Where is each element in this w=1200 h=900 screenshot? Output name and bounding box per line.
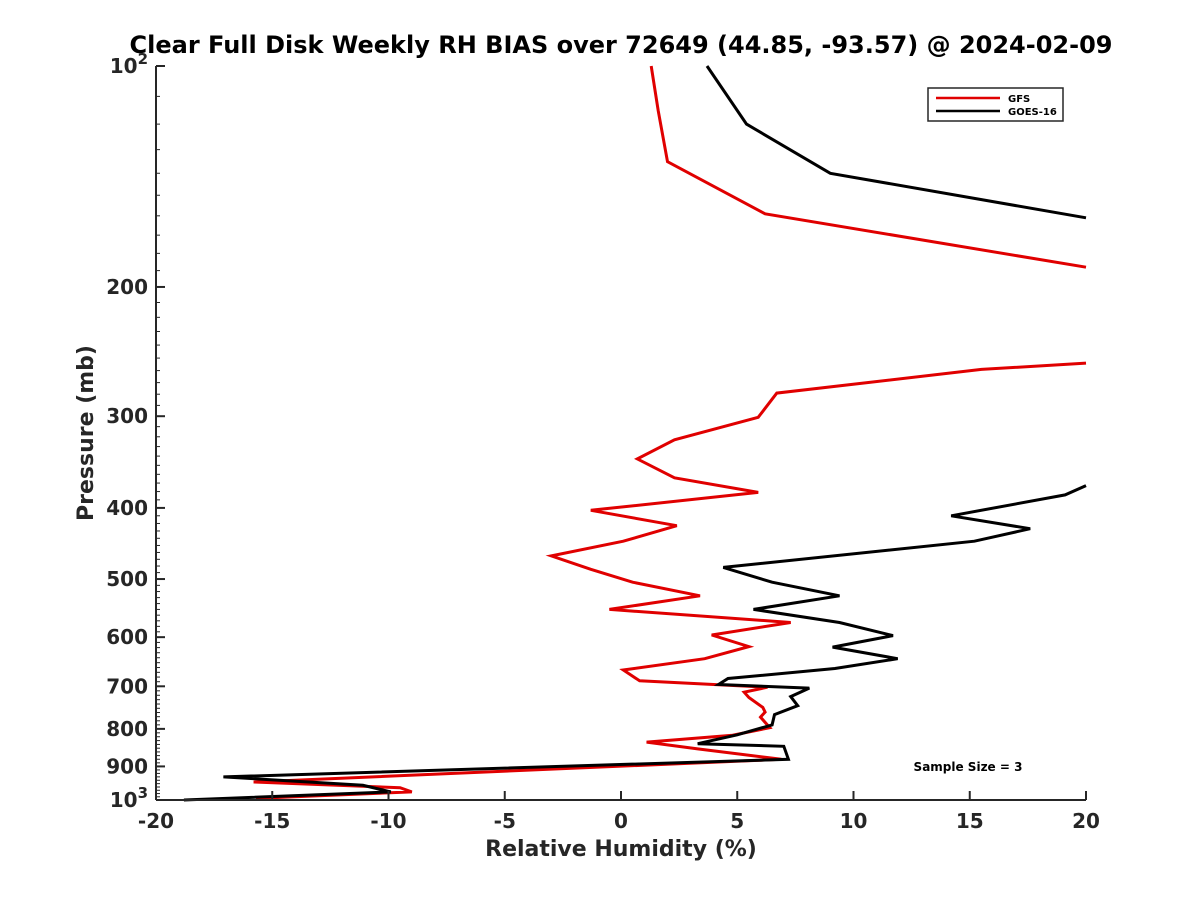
y-tick-label: 900 bbox=[106, 754, 148, 778]
x-tick-label: 20 bbox=[1072, 809, 1100, 833]
y-tick-label: 200 bbox=[106, 275, 148, 299]
x-tick-label: 10 bbox=[840, 809, 868, 833]
chart-title: Clear Full Disk Weekly RH BIAS over 7264… bbox=[130, 31, 1113, 59]
x-tick-label: 15 bbox=[956, 809, 984, 833]
y-axis-label: Pressure (mb) bbox=[74, 345, 99, 521]
y-tick-label: 103 bbox=[110, 784, 148, 812]
x-tick-label: 0 bbox=[614, 809, 628, 833]
y-tick-label: 500 bbox=[106, 567, 148, 591]
y-tick-label: 700 bbox=[106, 674, 148, 698]
series-layer bbox=[183, 65, 1087, 802]
x-tick-label: -20 bbox=[138, 809, 174, 833]
x-tick-label: -15 bbox=[254, 809, 290, 833]
x-tick-label: -5 bbox=[494, 809, 516, 833]
legend-label-goes-16: GOES-16 bbox=[1008, 107, 1057, 118]
y-tick-label: 300 bbox=[106, 404, 148, 428]
legend-box bbox=[927, 87, 1064, 122]
sample-size-annotation: Sample Size = 3 bbox=[914, 760, 1023, 774]
legend-label-gfs: GFS bbox=[1008, 94, 1030, 105]
y-tick-label: 600 bbox=[106, 625, 148, 649]
x-axis-label: Relative Humidity (%) bbox=[485, 837, 757, 862]
x-tick-label: 5 bbox=[730, 809, 744, 833]
y-tick-label: 800 bbox=[106, 717, 148, 741]
series-line-gfs-2 bbox=[253, 361, 1087, 800]
axes-layer: -20 -15 -10 -5 0 5 10 15 20 102 200 300 400 500 600 700… bbox=[106, 50, 1100, 833]
y-tick-label: 400 bbox=[106, 496, 148, 520]
y-tick-label: 102 bbox=[110, 50, 148, 78]
legend: GFS GOES-16 bbox=[927, 87, 1064, 122]
series-line-gfs-1 bbox=[649, 65, 1087, 269]
x-tick-label: -10 bbox=[370, 809, 406, 833]
series-line-goes-16-2 bbox=[183, 484, 1087, 802]
series-line-goes-16-1 bbox=[705, 65, 1087, 220]
